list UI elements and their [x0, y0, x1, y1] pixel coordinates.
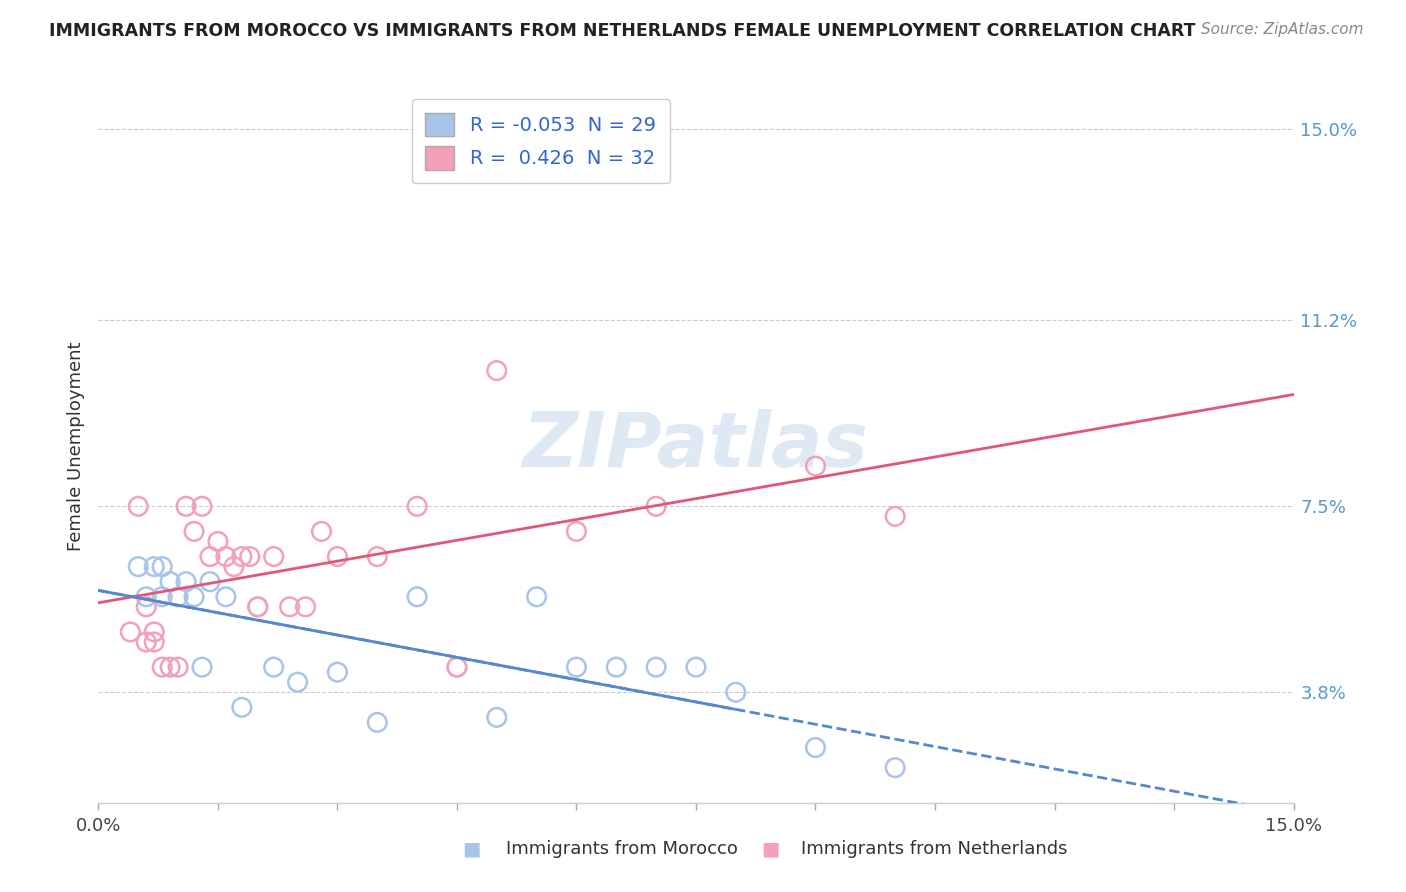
Point [884, 761, 907, 775]
Point [215, 590, 238, 604]
Point [246, 599, 269, 614]
Point [198, 549, 221, 564]
Point [198, 574, 221, 589]
Point [526, 590, 548, 604]
Point [366, 549, 388, 564]
Point [446, 660, 468, 674]
Point [565, 660, 588, 674]
Point [605, 660, 627, 674]
Point [159, 574, 181, 589]
Point [167, 590, 190, 604]
Point [174, 574, 197, 589]
Point [183, 590, 205, 604]
Point [804, 459, 827, 474]
Point [406, 590, 429, 604]
Text: ■: ■ [761, 839, 780, 859]
Point [485, 363, 508, 377]
Text: Source: ZipAtlas.com: Source: ZipAtlas.com [1201, 22, 1364, 37]
Point [565, 524, 588, 539]
Point [246, 599, 269, 614]
Point [685, 660, 707, 674]
Point [150, 590, 173, 604]
Point [174, 500, 197, 514]
Point [150, 660, 173, 674]
Point [724, 685, 747, 699]
Point [263, 549, 285, 564]
Point [446, 660, 468, 674]
Text: Immigrants from Netherlands: Immigrants from Netherlands [801, 840, 1069, 858]
Point [150, 559, 173, 574]
Point [215, 549, 238, 564]
Point [311, 524, 333, 539]
Point [263, 660, 285, 674]
Point [167, 660, 190, 674]
Point [120, 624, 142, 639]
Point [231, 700, 253, 714]
Point [231, 549, 253, 564]
Point [294, 599, 316, 614]
Text: ZIPatlas: ZIPatlas [523, 409, 869, 483]
Point [287, 675, 309, 690]
Text: ■: ■ [461, 839, 481, 859]
Point [127, 559, 149, 574]
Point [159, 660, 181, 674]
Point [222, 559, 245, 574]
Point [183, 524, 205, 539]
Point [884, 509, 907, 524]
Point [135, 635, 157, 649]
Point [239, 549, 262, 564]
Text: IMMIGRANTS FROM MOROCCO VS IMMIGRANTS FROM NETHERLANDS FEMALE UNEMPLOYMENT CORRE: IMMIGRANTS FROM MOROCCO VS IMMIGRANTS FR… [49, 22, 1195, 40]
Text: Immigrants from Morocco: Immigrants from Morocco [506, 840, 738, 858]
Point [804, 740, 827, 755]
Legend: R = -0.053  N = 29, R =  0.426  N = 32: R = -0.053 N = 29, R = 0.426 N = 32 [412, 99, 669, 184]
Point [326, 665, 349, 680]
Point [326, 549, 349, 564]
Y-axis label: Female Unemployment: Female Unemployment [66, 342, 84, 550]
Point [278, 599, 301, 614]
Point [645, 500, 668, 514]
Point [135, 590, 157, 604]
Point [191, 660, 214, 674]
Point [645, 660, 668, 674]
Point [366, 715, 388, 730]
Point [207, 534, 229, 549]
Point [143, 559, 166, 574]
Point [135, 599, 157, 614]
Point [127, 500, 149, 514]
Point [143, 624, 166, 639]
Point [143, 635, 166, 649]
Point [191, 500, 214, 514]
Point [485, 710, 508, 724]
Point [406, 500, 429, 514]
